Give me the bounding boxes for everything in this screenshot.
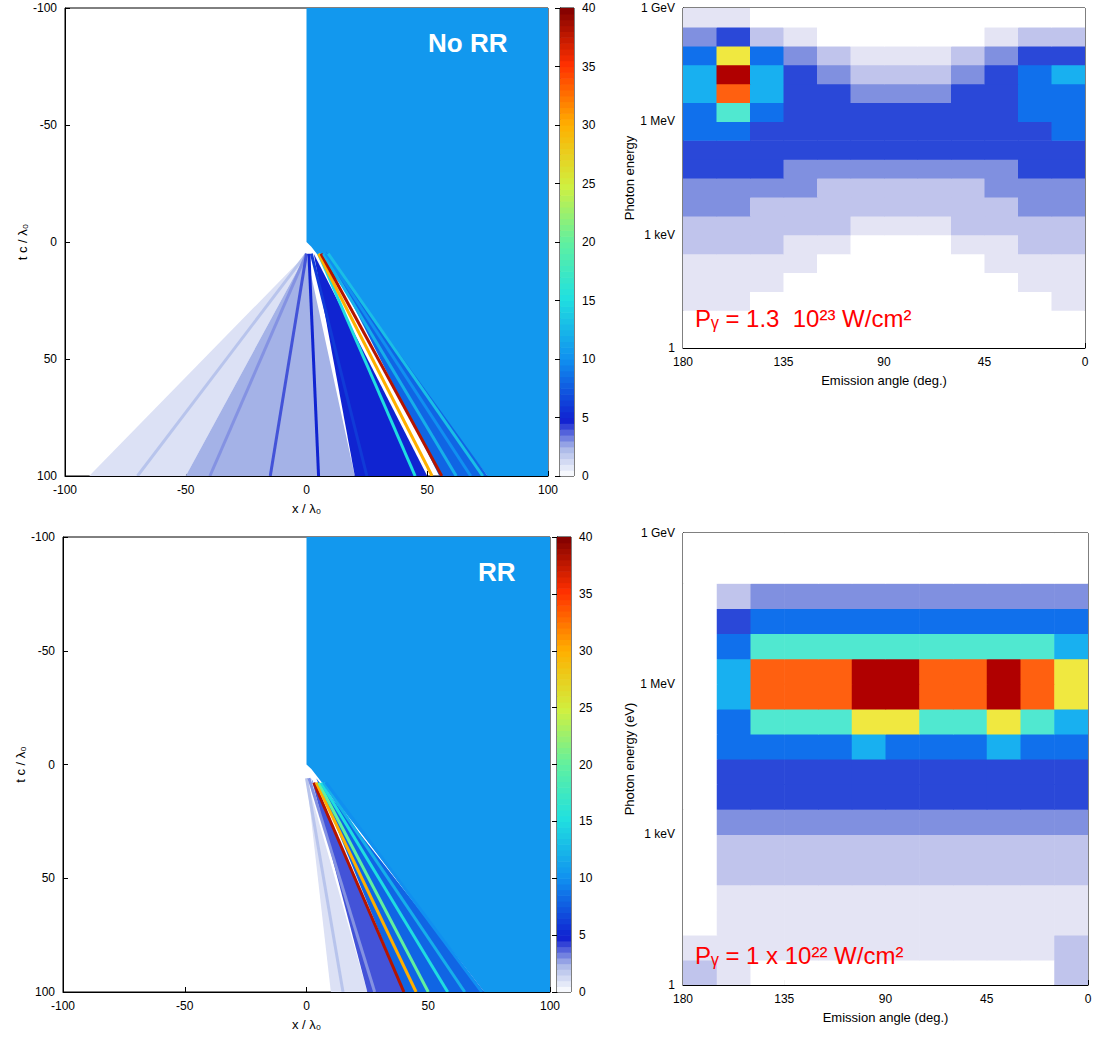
svg-text:90: 90 [879,992,893,1006]
svg-text:5: 5 [579,928,586,942]
svg-text:50: 50 [42,871,56,885]
svg-text:25: 25 [579,701,593,715]
svg-text:1 MeV: 1 MeV [640,677,675,691]
svg-text:x / λ₀: x / λ₀ [292,1017,321,1032]
svg-text:0: 0 [48,758,55,772]
svg-text:25: 25 [582,177,596,191]
svg-text:-50: -50 [40,118,58,132]
svg-text:No RR: No RR [428,28,508,58]
svg-text:100: 100 [35,985,55,999]
svg-text:1 GeV: 1 GeV [641,1,675,15]
svg-text:20: 20 [582,235,596,249]
svg-text:1 MeV: 1 MeV [640,114,675,128]
svg-text:0: 0 [1082,355,1089,369]
svg-text:45: 45 [978,355,992,369]
svg-text:5: 5 [582,411,589,425]
svg-text:100: 100 [538,483,558,497]
svg-text:Emission angle (deg.): Emission angle (deg.) [821,373,947,388]
svg-text:0: 0 [303,483,310,497]
svg-text:Pᵧ = 1 x 10²² W/cm²: Pᵧ = 1 x 10²² W/cm² [695,942,903,969]
svg-text:15: 15 [582,294,596,308]
svg-text:15: 15 [579,814,593,828]
svg-text:Photon energy: Photon energy [622,135,637,220]
svg-text:10: 10 [579,871,593,885]
svg-text:0: 0 [303,999,310,1013]
svg-text:35: 35 [582,60,596,74]
svg-text:10: 10 [582,352,596,366]
svg-text:50: 50 [421,483,435,497]
svg-text:40: 40 [582,1,596,15]
svg-text:135: 135 [773,355,793,369]
svg-text:180: 180 [673,992,693,1006]
svg-text:-100: -100 [31,530,55,544]
svg-text:30: 30 [582,118,596,132]
svg-text:20: 20 [579,758,593,772]
svg-text:100: 100 [540,999,560,1013]
svg-text:0: 0 [582,469,589,483]
svg-text:0: 0 [1085,992,1092,1006]
svg-text:100: 100 [37,469,57,483]
svg-text:45: 45 [980,992,994,1006]
svg-text:Emission angle (deg.): Emission angle (deg.) [823,1010,949,1025]
svg-text:-100: -100 [53,483,77,497]
svg-text:1 GeV: 1 GeV [641,526,675,540]
svg-text:t c / λ₀: t c / λ₀ [15,224,30,260]
svg-text:-100: -100 [33,1,57,15]
svg-text:135: 135 [774,992,794,1006]
svg-text:50: 50 [44,352,58,366]
svg-text:30: 30 [579,644,593,658]
svg-text:t c / λ₀: t c / λ₀ [13,746,28,782]
svg-text:180: 180 [673,355,693,369]
svg-text:-100: -100 [51,999,75,1013]
svg-text:0: 0 [579,985,586,999]
svg-text:1: 1 [668,341,675,355]
svg-text:-50: -50 [38,644,56,658]
svg-text:90: 90 [877,355,891,369]
svg-text:RR: RR [478,557,516,587]
svg-text:x / λ₀: x / λ₀ [292,501,321,516]
svg-text:1 keV: 1 keV [644,827,675,841]
svg-text:1 keV: 1 keV [644,228,675,242]
svg-text:40: 40 [579,530,593,544]
svg-text:Pᵧ = 1.3 10²³ W/cm²: Pᵧ = 1.3 10²³ W/cm² [695,305,911,332]
svg-text:0: 0 [50,235,57,249]
svg-text:1: 1 [668,978,675,992]
svg-text:Photon energy (eV): Photon energy (eV) [622,703,637,816]
svg-text:50: 50 [422,999,436,1013]
svg-text:35: 35 [579,587,593,601]
svg-text:-50: -50 [176,999,194,1013]
svg-text:-50: -50 [177,483,195,497]
